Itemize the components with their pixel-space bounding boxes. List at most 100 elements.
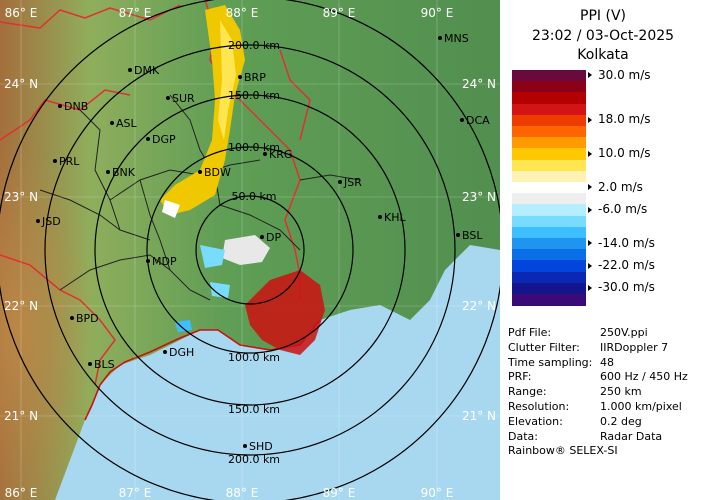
range-label-south: 200.0 km — [228, 453, 280, 466]
product-title: PPI (V) — [580, 8, 626, 24]
city-label: DMK — [134, 64, 160, 77]
colorbar-swatch — [512, 226, 586, 239]
lon-label-bottom: 86° E — [5, 486, 38, 500]
lat-label-right: 23° N — [462, 190, 496, 204]
city-marker — [146, 137, 150, 141]
range-rings — [0, 0, 500, 500]
colorbar-swatch — [512, 159, 586, 172]
city-marker — [166, 96, 170, 100]
lat-label-left: 22° N — [4, 299, 38, 313]
info-row: Resolution: 1.000 km/pixel — [508, 400, 682, 413]
city-marker — [128, 68, 132, 72]
lon-label-bottom: 89° E — [323, 486, 356, 500]
lon-label-bottom: 88° E — [226, 486, 259, 500]
range-label-north: 50.0 km — [231, 190, 276, 203]
colorbar-swatch — [512, 182, 586, 194]
colorbar-label: -22.0 m/s — [588, 258, 655, 272]
colorbar-label: 18.0 m/s — [588, 112, 651, 126]
city-marker — [70, 316, 74, 320]
info-row: Clutter Filter: IIRDoppler 7 — [508, 340, 669, 354]
lat-label-left: 23° N — [4, 190, 38, 204]
city-label: MDP — [152, 255, 177, 268]
city-label: JSR — [343, 176, 362, 189]
lat-label-left: 24° N — [4, 77, 38, 91]
colorbar-swatch — [512, 137, 586, 149]
map-labels: 86° E 86° E 87° E 87° E 88° E 88° E 89° E 89° E… — [4, 6, 496, 500]
range-label-south: 100.0 km — [228, 351, 280, 364]
info-row: Elevation: 0.2 deg — [508, 414, 642, 428]
city-marker — [438, 36, 442, 40]
colorbar-swatch — [512, 238, 586, 250]
lat-label-right: 22° N — [462, 299, 496, 313]
radar-map[interactable]: 86° E 86° E 87° E 87° E 88° E 88° E 89° E 89° E… — [0, 0, 500, 500]
city-label: JSD — [41, 215, 61, 228]
radar-echoes — [160, 5, 325, 355]
city-marker — [198, 170, 202, 174]
city-label: DGP — [152, 133, 176, 146]
city-marker — [260, 235, 264, 239]
lat-label-right: 24° N — [462, 77, 496, 91]
city-marker — [53, 159, 57, 163]
city-marker — [36, 219, 40, 223]
city-marker — [263, 152, 267, 156]
colorbar-label: -6.0 m/s — [588, 202, 647, 216]
city-label: BPD — [76, 312, 99, 325]
colorbar-swatch — [512, 70, 586, 82]
city-marker — [110, 121, 114, 125]
city-marker — [58, 104, 62, 108]
city-marker — [378, 215, 382, 219]
city-marker — [88, 362, 92, 366]
colorbar-swatch — [512, 81, 586, 93]
lat-label-left: 21° N — [4, 409, 38, 423]
colorbar-swatch — [512, 260, 586, 273]
city-label: SHD — [249, 440, 273, 453]
range-label-south: 150.0 km — [228, 403, 280, 416]
info-row: Range: 250 km — [508, 385, 642, 399]
datetime: 23:02 / 03-Oct-2025 — [531, 28, 675, 44]
city-label: BRP — [244, 71, 266, 84]
colorbar-swatch — [512, 92, 586, 105]
lon-label-top: 90° E — [421, 6, 454, 20]
city-label: MNS — [444, 32, 469, 45]
city-label: BDW — [204, 166, 231, 179]
city-label: BNK — [112, 166, 136, 179]
colorbar-swatch — [512, 103, 586, 116]
city-label: SUR — [172, 92, 195, 105]
city-label: KRG — [269, 148, 292, 161]
info-panel: PPI (V) 23:02 / 03-Oct-2025 Kolkata 30.0… — [500, 0, 706, 500]
lon-label-top: 88° E — [226, 6, 259, 20]
lat-label-right: 21° N — [462, 409, 496, 423]
city-label: DGH — [169, 346, 194, 359]
colorbar-swatch — [512, 170, 586, 183]
lon-label-bottom: 87° E — [119, 486, 152, 500]
colorbar-swatch — [512, 249, 586, 261]
lon-label-top: 86° E — [5, 6, 38, 20]
colorbar-label: 30.0 m/s — [588, 68, 651, 82]
colorbar-swatch — [512, 271, 586, 284]
map-svg: 86° E 86° E 87° E 87° E 88° E 88° E 89° E 89° E… — [0, 0, 500, 500]
lon-label-top: 87° E — [119, 6, 152, 20]
colorbar-label: -14.0 m/s — [588, 236, 655, 250]
range-label-north: 150.0 km — [228, 89, 280, 102]
city-marker — [106, 170, 110, 174]
city-label: DCA — [466, 114, 490, 127]
colorbar-swatch — [512, 148, 586, 161]
city-marker — [243, 444, 247, 448]
city-label: DNB — [64, 100, 88, 113]
colorbar-swatch — [512, 282, 586, 295]
city-label: PRL — [59, 155, 80, 168]
colorbar-label: 10.0 m/s — [588, 146, 651, 160]
colorbar-swatch — [512, 193, 586, 205]
range-label-north: 200.0 km — [228, 39, 280, 52]
info-row: PRF: 600 Hz / 450 Hz — [508, 370, 688, 384]
city-label: BLS — [94, 358, 115, 371]
city-label: BSL — [462, 229, 483, 242]
lon-label-top: 89° E — [323, 6, 356, 20]
colorbar-label: 2.0 m/s — [588, 180, 643, 194]
city-marker — [460, 118, 464, 122]
city-label: ASL — [116, 117, 138, 130]
range-label-north: 100.0 km — [228, 141, 280, 154]
info-row: Time sampling: 48 — [508, 355, 614, 369]
district-borders — [39, 94, 361, 301]
